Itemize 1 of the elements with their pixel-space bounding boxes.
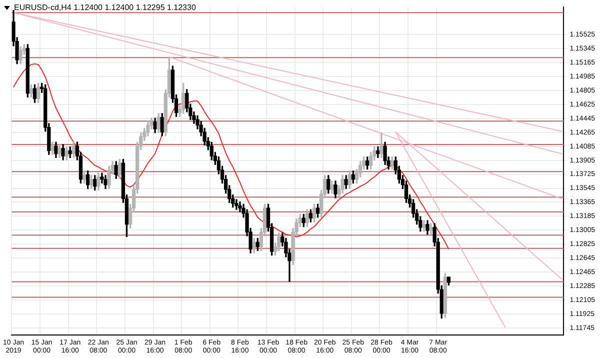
chart-title: EURUSD-cd,H4 1.12400 1.12400 1.12295 1.12330 bbox=[14, 3, 196, 12]
